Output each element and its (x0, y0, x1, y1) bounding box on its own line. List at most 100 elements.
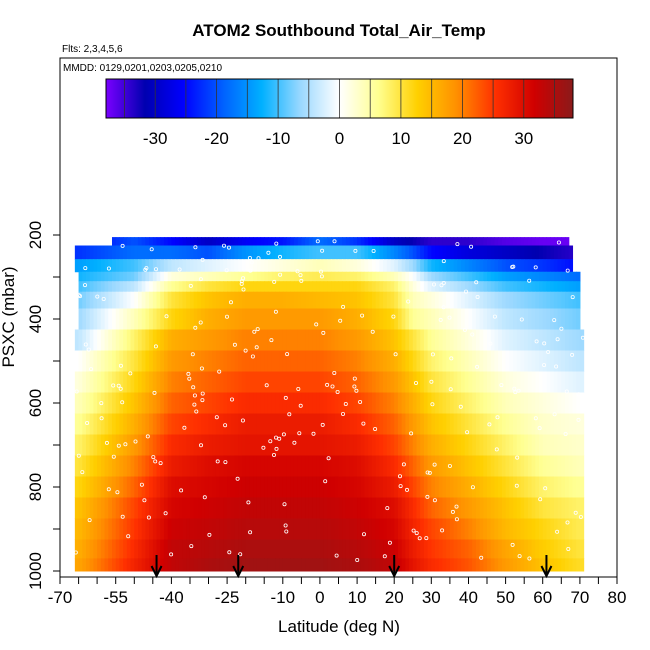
sample-marker (438, 317, 443, 322)
heatmap-cell (479, 281, 484, 293)
colorbar-segment (460, 79, 462, 118)
heatmap-cell (383, 539, 388, 559)
heatmap-cell (442, 371, 447, 393)
heatmap-cell (97, 413, 102, 435)
heatmap-cell (498, 455, 503, 477)
heatmap-cell (457, 308, 462, 330)
colorbar-segment (249, 79, 251, 118)
heatmap-cell (557, 558, 562, 572)
heatmap-cell (334, 518, 340, 540)
heatmap-cell (134, 245, 139, 260)
heatmap-cell (104, 413, 109, 435)
colorbar-segment (425, 79, 427, 118)
heatmap-cell (390, 476, 395, 498)
heatmap-cell (501, 237, 507, 246)
colorbar-segment (173, 79, 175, 118)
colorbar-segment (357, 79, 359, 118)
heatmap-cell (375, 518, 380, 540)
colorbar-segment (419, 79, 421, 118)
heatmap-cell (331, 291, 336, 309)
heatmap-cell (357, 476, 362, 498)
heatmap-cell (93, 455, 98, 477)
heatmap-cell (524, 237, 529, 246)
heatmap-cell (334, 329, 340, 351)
heatmap-cell (386, 455, 392, 477)
heatmap-cell (74, 371, 80, 393)
heatmap-cell (579, 558, 585, 572)
heatmap-cell (282, 413, 288, 435)
heatmap-cell (312, 245, 317, 260)
heatmap-cell (360, 271, 366, 282)
heatmap-cell (516, 281, 522, 293)
heatmap-cell (397, 308, 403, 330)
heatmap-cell (338, 558, 343, 572)
heatmap-cell (297, 518, 302, 540)
colorbar-segment (511, 79, 513, 118)
heatmap-cell (535, 245, 540, 260)
heatmap-cell (297, 497, 302, 519)
heatmap-cell (416, 350, 421, 372)
colorbar-segment (123, 79, 125, 118)
colorbar-segment (133, 79, 135, 118)
heatmap-cell (145, 434, 150, 456)
heatmap-cell (416, 291, 421, 309)
heatmap-cell (431, 413, 436, 435)
heatmap-cell (520, 434, 525, 456)
colorbar-segment (378, 79, 380, 118)
heatmap-cell (145, 329, 150, 351)
heatmap-cell (119, 281, 124, 293)
heatmap-cell (401, 291, 406, 309)
heatmap-cell (137, 434, 143, 456)
colorbar-segment (442, 79, 444, 118)
heatmap-cell (111, 308, 117, 330)
heatmap-cell (245, 237, 250, 246)
heatmap-cell (435, 434, 440, 456)
colorbar-segment (383, 79, 385, 118)
heatmap-cell (245, 413, 250, 435)
heatmap-cell (279, 392, 284, 414)
colorbar-segment (211, 79, 213, 118)
heatmap-cell (368, 237, 373, 246)
heatmap-cell (301, 518, 306, 540)
heatmap-cell (167, 271, 172, 282)
heatmap-cell (223, 413, 228, 435)
heatmap-cell (487, 434, 492, 456)
heatmap-cell (464, 455, 470, 477)
colorbar-segment (214, 79, 216, 118)
heatmap-cell (457, 558, 462, 572)
sample-marker (352, 376, 357, 381)
colorbar-segment (433, 79, 435, 118)
colorbar-segment (329, 79, 331, 118)
heatmap-cell (238, 308, 243, 330)
heatmap-cell (539, 350, 544, 372)
heatmap-cell (487, 558, 492, 572)
heatmap-cell (152, 392, 158, 414)
heatmap-cell (557, 476, 562, 498)
heatmap-cell (193, 350, 198, 372)
heatmap-cell (201, 308, 206, 330)
heatmap-cell (186, 371, 191, 393)
heatmap-cell (241, 392, 247, 414)
heatmap-cell (215, 539, 221, 559)
heatmap-cell (175, 497, 180, 519)
sample-marker (284, 529, 289, 534)
heatmap-cell (74, 259, 80, 273)
heatmap-cell (371, 455, 377, 477)
heatmap-cell (82, 455, 87, 477)
colorbar-segment (439, 79, 441, 118)
heatmap-cell (409, 237, 414, 246)
heatmap-cell (353, 455, 358, 477)
heatmap-cell (178, 434, 184, 456)
heatmap-cell (249, 237, 254, 246)
heatmap-cell (557, 271, 562, 282)
heatmap-cell (390, 558, 395, 572)
heatmap-cell (368, 350, 373, 372)
heatmap-cell (249, 308, 254, 330)
heatmap-cell (245, 329, 250, 351)
heatmap-cell (375, 558, 380, 572)
colorbar-segment (109, 79, 111, 118)
colorbar-segment (495, 79, 497, 118)
colorbar-segment (201, 79, 203, 118)
heatmap-cell (360, 245, 366, 260)
heatmap-cell (126, 271, 132, 282)
